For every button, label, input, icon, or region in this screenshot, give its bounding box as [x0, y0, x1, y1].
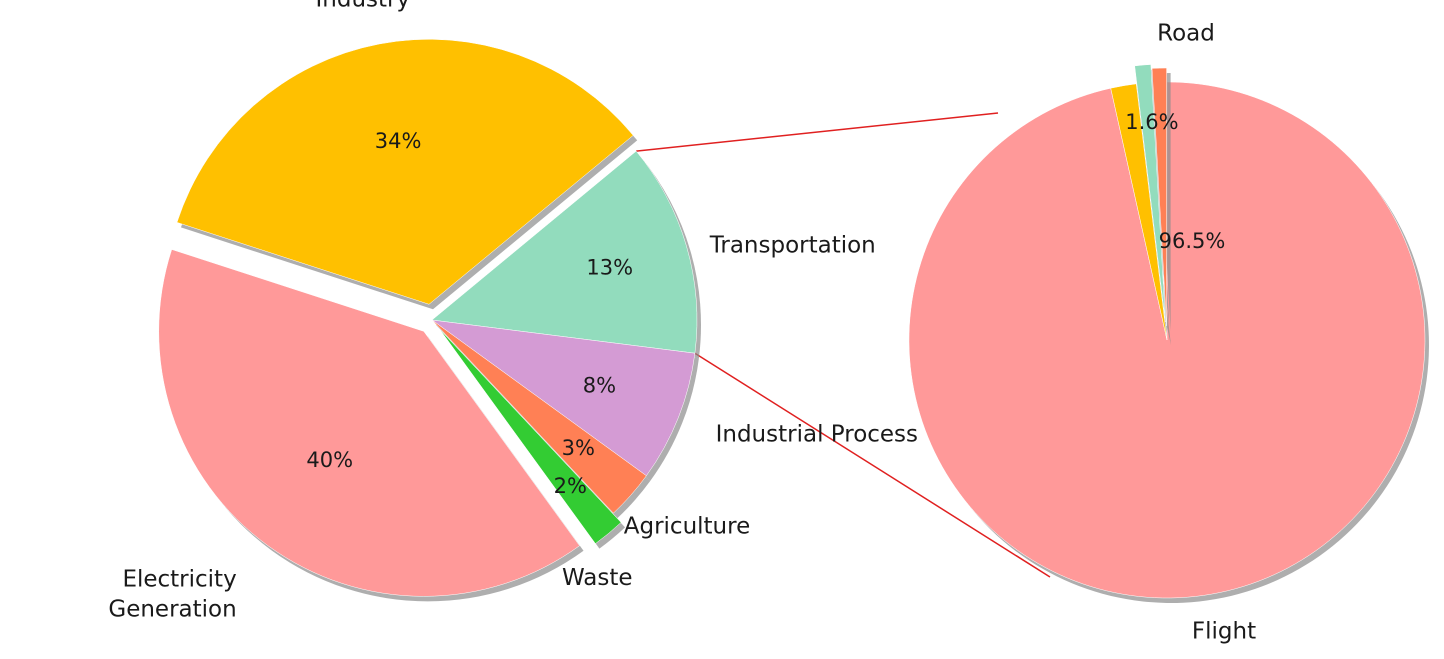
- slice-industrial-process: [431, 319, 696, 477]
- percent-label-waste: 2%: [554, 474, 587, 498]
- category-label-flight: Flight: [1192, 619, 1256, 645]
- category-label-transportation: Transportation: [709, 232, 876, 258]
- category-label-industrial-process: Industrial Process: [716, 421, 918, 447]
- category-label-waste: Waste: [562, 565, 633, 591]
- percent-label-flight: 1.6%: [1125, 110, 1178, 134]
- connector-line-lower: [694, 352, 1051, 578]
- sub-slice-unlabeled-2: [1134, 64, 1166, 323]
- main-pie: [158, 39, 702, 602]
- sub-slice-flight: [1110, 83, 1168, 341]
- percent-label-industrial-process: 8%: [583, 373, 616, 397]
- percent-label-industry: 34%: [375, 129, 422, 153]
- slice-waste: [439, 329, 622, 544]
- slice-agriculture: [431, 319, 647, 514]
- category-label-electricity-generation: Electricity Generation: [108, 566, 236, 622]
- slice-industry: [176, 39, 634, 305]
- percent-label-transportation: 13%: [586, 255, 633, 279]
- slice-electricity-generation: [158, 249, 580, 597]
- connector-lines: [636, 112, 1051, 578]
- connector-line-upper: [636, 112, 999, 152]
- category-label-industry: Industry: [315, 0, 410, 12]
- sub-pie: [908, 64, 1429, 603]
- percent-label-electricity-generation: 40%: [306, 448, 353, 472]
- slice-transportation: [431, 150, 698, 354]
- category-label-road: Road: [1157, 21, 1215, 47]
- percent-label-agriculture: 3%: [562, 436, 595, 460]
- sub-slice-unlabeled-3: [1151, 67, 1167, 327]
- category-label-agriculture: Agriculture: [624, 513, 751, 539]
- percent-label-road: 96.5%: [1159, 229, 1226, 253]
